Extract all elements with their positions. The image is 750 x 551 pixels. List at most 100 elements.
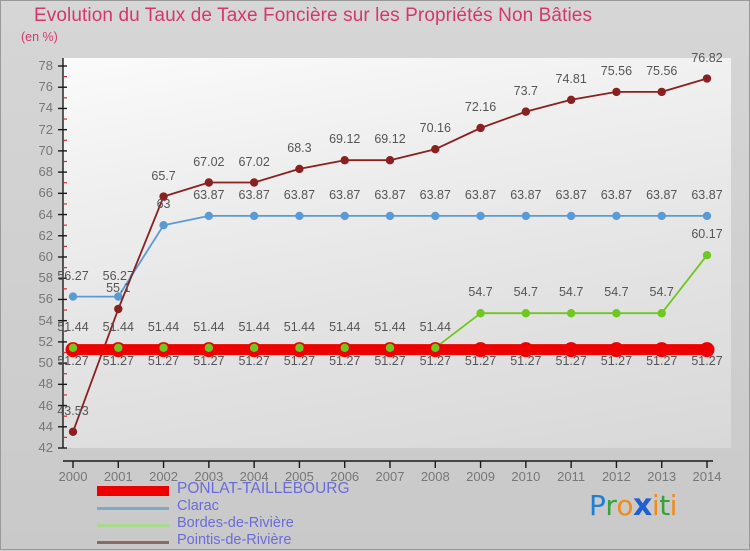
x-axis-tick-label: 2011 (557, 469, 586, 484)
y-axis-tick-label: 62 (38, 227, 53, 243)
data-point-label: 56.27 (102, 268, 134, 283)
x-axis-tick-label: 2012 (601, 469, 631, 484)
data-point-label: 55.1 (106, 280, 131, 295)
x-axis-tick-label: 2002 (149, 469, 179, 484)
data-point-label: 76.82 (691, 50, 723, 65)
data-point-label: 63.87 (193, 187, 225, 202)
data-point-label: 51.44 (147, 319, 180, 334)
y-axis-tick-label: 58 (38, 270, 53, 286)
data-point-label: 68.3 (287, 140, 312, 155)
y-axis-tick-label: 66 (38, 185, 53, 201)
legend-label: Pointis-de-Rivière (177, 532, 292, 548)
data-point-label: 51.27 (102, 353, 134, 368)
data-point-label: 60.17 (691, 227, 723, 242)
x-axis-tick-label: 2010 (511, 469, 541, 484)
data-point-label: 63.87 (510, 187, 542, 202)
data-point-label: 69.12 (374, 132, 406, 147)
y-axis-tick-label: 78 (38, 58, 53, 73)
x-axis-tick-label: 2000 (58, 469, 88, 484)
data-point-label: 72.16 (464, 99, 497, 114)
y-axis-tick-label: 50 (38, 355, 53, 371)
y-axis-tick-label: 44 (38, 418, 53, 434)
data-point-label: 51.27 (329, 353, 361, 368)
y-axis-tick-label: 74 (38, 100, 53, 116)
data-point-label: 51.27 (57, 353, 89, 368)
data-point-label: 63.87 (555, 187, 587, 202)
data-point-label: 63.87 (600, 187, 633, 202)
data-point-label: 51.27 (555, 353, 587, 368)
data-point-label: 51.27 (193, 353, 225, 368)
logo-letter: o (616, 489, 634, 522)
data-point-label: 51.27 (464, 353, 497, 368)
legend-label: PONLAT-TAILLEBOURG (177, 480, 350, 497)
data-point-label: 63.87 (464, 187, 497, 202)
data-point-label: 51.27 (238, 353, 270, 368)
legend-label: Bordes-de-Rivière (177, 515, 294, 531)
logo-letter: i (669, 489, 678, 522)
x-axis-tick-label: 2006 (330, 469, 360, 484)
y-axis-tick-label: 76 (38, 79, 53, 95)
y-axis-tick-label: 68 (38, 164, 53, 180)
legend-swatch (97, 541, 169, 544)
legend-swatch (97, 524, 169, 527)
y-axis-tick-label: 56 (38, 291, 53, 307)
logo-letter: i (651, 489, 660, 522)
data-point-label: 51.27 (374, 353, 406, 368)
data-point-label: 67.02 (193, 154, 225, 169)
logo-letter: x (633, 488, 652, 523)
y-axis-tick-label: 54 (38, 312, 53, 328)
data-point-label: 63.87 (329, 187, 361, 202)
x-axis-tick-label: 2003 (194, 469, 224, 484)
legend-label: Clarac (177, 498, 219, 514)
y-axis-tick-label: 60 (38, 249, 53, 264)
data-point-label: 56.27 (57, 268, 89, 283)
y-axis-tick-label: 42 (38, 440, 53, 455)
y-axis-tick-label: 70 (38, 142, 53, 158)
x-axis-tick-label: 2007 (375, 469, 405, 484)
data-point-label: 63.87 (238, 187, 270, 202)
data-point-label: 63.87 (646, 187, 678, 202)
data-point-label: 69.12 (329, 132, 361, 147)
data-point-label: 63.87 (691, 187, 723, 202)
data-point-label: 51.27 (283, 353, 316, 368)
data-point-label: 51.27 (510, 353, 542, 368)
x-axis-tick-label: 2008 (420, 469, 450, 484)
data-point-label: 54.7 (468, 285, 493, 300)
x-axis-tick-label: 2009 (466, 469, 496, 484)
data-point-label: 75.56 (646, 63, 678, 78)
data-point-label: 51.44 (419, 319, 451, 334)
data-point-label: 67.02 (238, 154, 270, 169)
data-point-label: 54.7 (649, 285, 674, 300)
data-point-label: 63.87 (419, 187, 451, 202)
proxiti-logo: Proxiti (589, 488, 677, 523)
y-axis-tick-label: 48 (38, 376, 53, 392)
x-axis-tick-label: 2014 (692, 469, 722, 484)
data-point-label: 63.87 (283, 187, 316, 202)
data-point-label: 51.44 (193, 319, 225, 334)
data-point-label: 51.27 (646, 353, 678, 368)
logo-letter: r (605, 489, 617, 522)
data-point-label: 51.44 (57, 319, 89, 334)
data-point-label: 51.44 (238, 319, 270, 334)
y-axis-tick-label: 46 (38, 397, 53, 413)
data-point-label: 51.27 (600, 353, 633, 368)
y-axis-tick-label: 52 (38, 333, 53, 349)
data-point-label: 51.27 (691, 353, 723, 368)
page-title: Evolution du Taux de Taxe Foncière sur l… (34, 5, 593, 26)
data-point-label: 54.7 (558, 285, 584, 300)
data-point-label: 51.44 (329, 319, 361, 334)
plot-area (63, 58, 731, 448)
data-point-label: 75.56 (600, 63, 633, 78)
data-point-label: 51.44 (283, 319, 316, 334)
data-point-label: 51.27 (419, 353, 451, 368)
chart-subtitle: (en %) (21, 30, 58, 44)
x-axis-tick-label: 2005 (284, 469, 314, 484)
data-point-label: 70.16 (419, 121, 451, 136)
x-axis-tick-label: 2013 (647, 469, 677, 484)
y-axis-tick-label: 72 (38, 121, 53, 137)
legend-swatch (97, 486, 169, 496)
logo-letter: t (659, 489, 670, 522)
y-axis-tick-label: 64 (38, 206, 53, 222)
